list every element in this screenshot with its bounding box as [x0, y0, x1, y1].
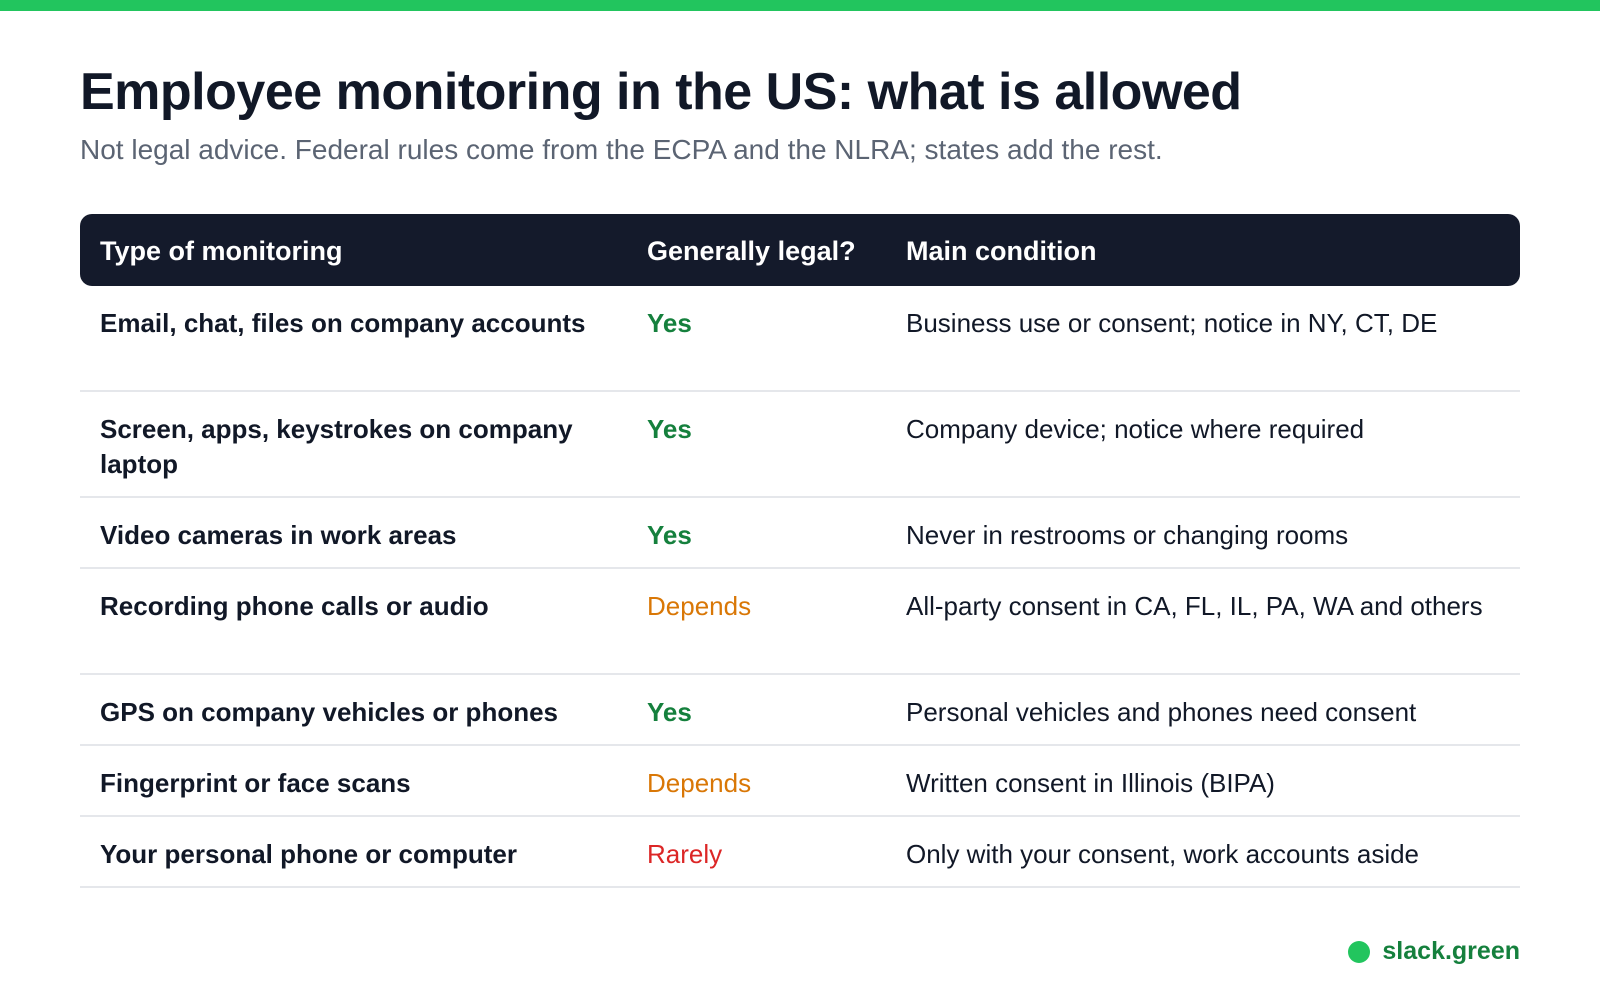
table-row: Email, chat, files on company accounts Y…: [80, 286, 1520, 392]
green-dot-icon: [1348, 940, 1371, 963]
row-type: GPS on company vehicles or phones: [100, 697, 559, 727]
table-row: GPS on company vehicles or phones Yes Pe…: [80, 675, 1520, 746]
row-legal-status: Yes: [647, 414, 692, 444]
header-legal: Generally legal?: [647, 236, 856, 266]
row-legal-status: Depends: [647, 591, 752, 621]
row-condition: Never in restrooms or changing rooms: [906, 520, 1349, 550]
header-type: Type of monitoring: [100, 236, 343, 266]
row-condition: Business use or consent; notice in NY, C…: [906, 308, 1438, 338]
row-condition: Only with your consent, work accounts as…: [906, 839, 1420, 869]
top-accent-bar: [0, 0, 1600, 11]
table-row: Your personal phone or computer Rarely O…: [80, 817, 1520, 888]
row-legal-status: Yes: [647, 520, 692, 550]
row-legal-status: Yes: [647, 697, 692, 727]
row-type: Recording phone calls or audio: [100, 591, 489, 621]
footer-brand: slack.green: [1348, 937, 1520, 966]
row-type: Fingerprint or face scans: [100, 768, 411, 798]
table-row: Recording phone calls or audio Depends A…: [80, 569, 1520, 675]
row-condition: All-party consent in CA, FL, IL, PA, WA …: [906, 591, 1483, 621]
row-legal-status: Yes: [647, 308, 692, 338]
row-legal-status: Rarely: [647, 839, 723, 869]
row-condition: Written consent in Illinois (BIPA): [906, 768, 1275, 798]
row-type: Your personal phone or computer: [100, 839, 518, 869]
page-subtitle: Not legal advice. Federal rules come fro…: [80, 134, 1163, 165]
row-type: Video cameras in work areas: [100, 520, 457, 550]
table-row: Screen, apps, keystrokes on company lapt…: [80, 392, 1520, 498]
table-row: Video cameras in work areas Yes Never in…: [80, 498, 1520, 569]
page-title: Employee monitoring in the US: what is a…: [80, 63, 1242, 121]
table-row: Fingerprint or face scans Depends Writte…: [80, 746, 1520, 817]
header-condition: Main condition: [906, 236, 1097, 266]
row-type: Screen, apps, keystrokes on company lapt…: [100, 414, 573, 479]
monitoring-table: Type of monitoring Generally legal? Main…: [80, 214, 1520, 888]
row-legal-status: Depends: [647, 768, 752, 798]
table-header: Type of monitoring Generally legal? Main…: [80, 214, 1520, 286]
brand-name: slack.green: [1382, 937, 1520, 965]
row-condition: Personal vehicles and phones need consen…: [906, 697, 1417, 727]
row-type: Email, chat, files on company accounts: [100, 308, 586, 338]
row-condition: Company device; notice where required: [906, 414, 1365, 444]
